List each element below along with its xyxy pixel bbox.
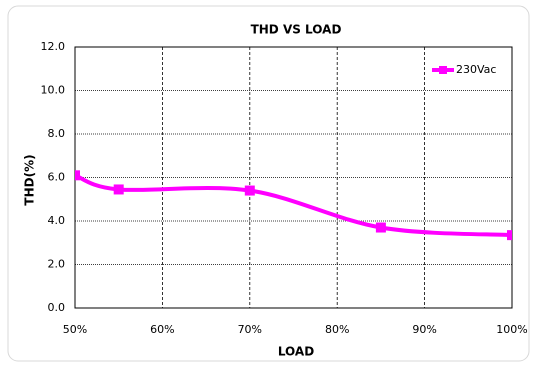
x-tick-label: 50% — [63, 323, 87, 336]
y-tick-label: 6.0 — [48, 171, 66, 184]
legend-marker — [439, 66, 447, 74]
data-point — [244, 185, 255, 196]
data-point — [507, 230, 512, 241]
y-axis-title: THD(%) — [23, 154, 37, 205]
y-tick-label: 2.0 — [48, 258, 66, 271]
x-tick-label: 60% — [150, 323, 174, 336]
x-tick-label: 100% — [496, 323, 527, 336]
x-tick-label: 90% — [412, 323, 436, 336]
x-tick-label: 70% — [238, 323, 262, 336]
x-axis-title: LOAD — [278, 345, 314, 359]
series — [75, 170, 512, 241]
y-tick-label: 12.0 — [41, 40, 66, 53]
x-tick-label: 80% — [325, 323, 349, 336]
chart-title: THD VS LOAD — [251, 23, 342, 37]
data-point — [113, 184, 124, 195]
y-tick-label: 10.0 — [41, 84, 66, 97]
y-tick-label: 4.0 — [48, 214, 66, 227]
data-point — [75, 170, 80, 181]
y-tick-label: 0.0 — [48, 301, 66, 314]
y-tick-label: 8.0 — [48, 127, 66, 140]
data-point — [375, 222, 386, 233]
legend-label: 230Vac — [456, 63, 496, 76]
chart-frame — [7, 5, 530, 362]
